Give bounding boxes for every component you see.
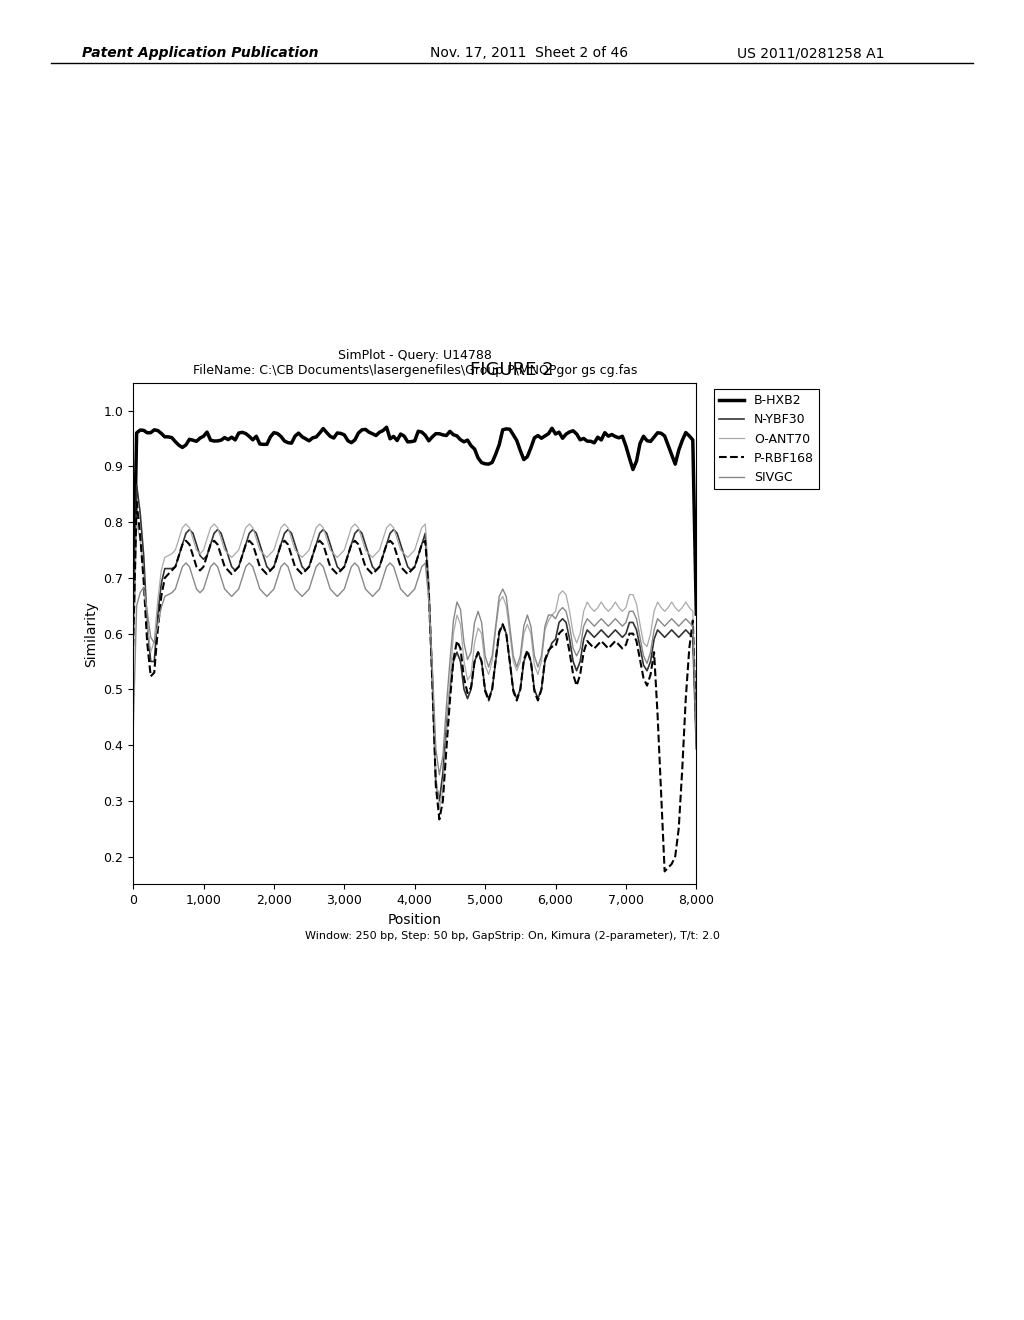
Text: Nov. 17, 2011  Sheet 2 of 46: Nov. 17, 2011 Sheet 2 of 46 [430, 46, 628, 61]
Title: SimPlot - Query: U14788
FileName: C:\CB Documents\lasergenefiles\Group P\MNOPgor: SimPlot - Query: U14788 FileName: C:\CB … [193, 350, 637, 378]
Text: Window: 250 bp, Step: 50 bp, GapStrip: On, Kimura (2-parameter), T/t: 2.0: Window: 250 bp, Step: 50 bp, GapStrip: O… [304, 931, 720, 941]
Text: Patent Application Publication: Patent Application Publication [82, 46, 318, 61]
Y-axis label: Similarity: Similarity [84, 601, 98, 667]
Text: US 2011/0281258 A1: US 2011/0281258 A1 [737, 46, 885, 61]
Legend: B-HXB2, N-YBF30, O-ANT70, P-RBF168, SIVGC: B-HXB2, N-YBF30, O-ANT70, P-RBF168, SIVG… [714, 389, 819, 488]
X-axis label: Position: Position [388, 912, 441, 927]
Text: FIGURE 2: FIGURE 2 [470, 360, 554, 379]
